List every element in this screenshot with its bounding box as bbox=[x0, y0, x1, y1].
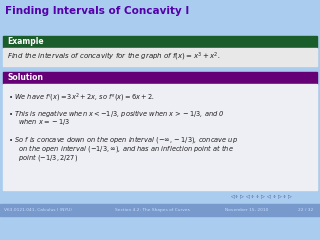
Text: when $x = -1/3$: when $x = -1/3$ bbox=[14, 117, 70, 127]
Text: on the open interval $(-1/3, \infty)$, and has an inflection point at the: on the open interval $(-1/3, \infty)$, a… bbox=[14, 143, 234, 154]
Bar bbox=[0, 204, 320, 216]
Bar bbox=[3, 48, 317, 66]
Text: $\bullet$ We have $f'(x) = 3x^2 + 2x$, so $f''(x) = 6x + 2$.: $\bullet$ We have $f'(x) = 3x^2 + 2x$, s… bbox=[8, 92, 155, 104]
Text: point $(-1/3, 2/27)$: point $(-1/3, 2/27)$ bbox=[14, 152, 78, 163]
Text: November 15, 2010: November 15, 2010 bbox=[225, 208, 268, 212]
Text: 22 / 32: 22 / 32 bbox=[298, 208, 313, 212]
Text: Example: Example bbox=[7, 37, 44, 47]
Text: Find the intervals of concavity for the graph of $f(x) = x^3 + x^2$.: Find the intervals of concavity for the … bbox=[7, 51, 220, 63]
Text: $\triangleleft\circ\triangleright\triangleleft\circ\circ\triangleright\trianglel: $\triangleleft\circ\triangleright\triang… bbox=[230, 193, 293, 201]
Text: Finding Intervals of Concavity I: Finding Intervals of Concavity I bbox=[5, 6, 189, 16]
Bar bbox=[0, 0, 320, 22]
Bar bbox=[3, 84, 317, 190]
Text: V63.0121.041, Calculus I (NYU): V63.0121.041, Calculus I (NYU) bbox=[4, 208, 72, 212]
Bar bbox=[0, 190, 320, 204]
Bar bbox=[3, 36, 317, 48]
Text: $\bullet$ This is negative when $x < -1/3$, positive when $x > -1/3$, and 0: $\bullet$ This is negative when $x < -1/… bbox=[8, 108, 224, 119]
Bar bbox=[3, 72, 317, 84]
Bar bbox=[0, 66, 320, 72]
Text: Solution: Solution bbox=[7, 73, 43, 83]
Text: Section 4.2: The Shapes of Curves: Section 4.2: The Shapes of Curves bbox=[115, 208, 190, 212]
Text: $\bullet$ So $f$ is concave down on the open interval $(-\infty, -1/3)$, concave: $\bullet$ So $f$ is concave down on the … bbox=[8, 134, 238, 145]
Bar bbox=[0, 22, 320, 36]
